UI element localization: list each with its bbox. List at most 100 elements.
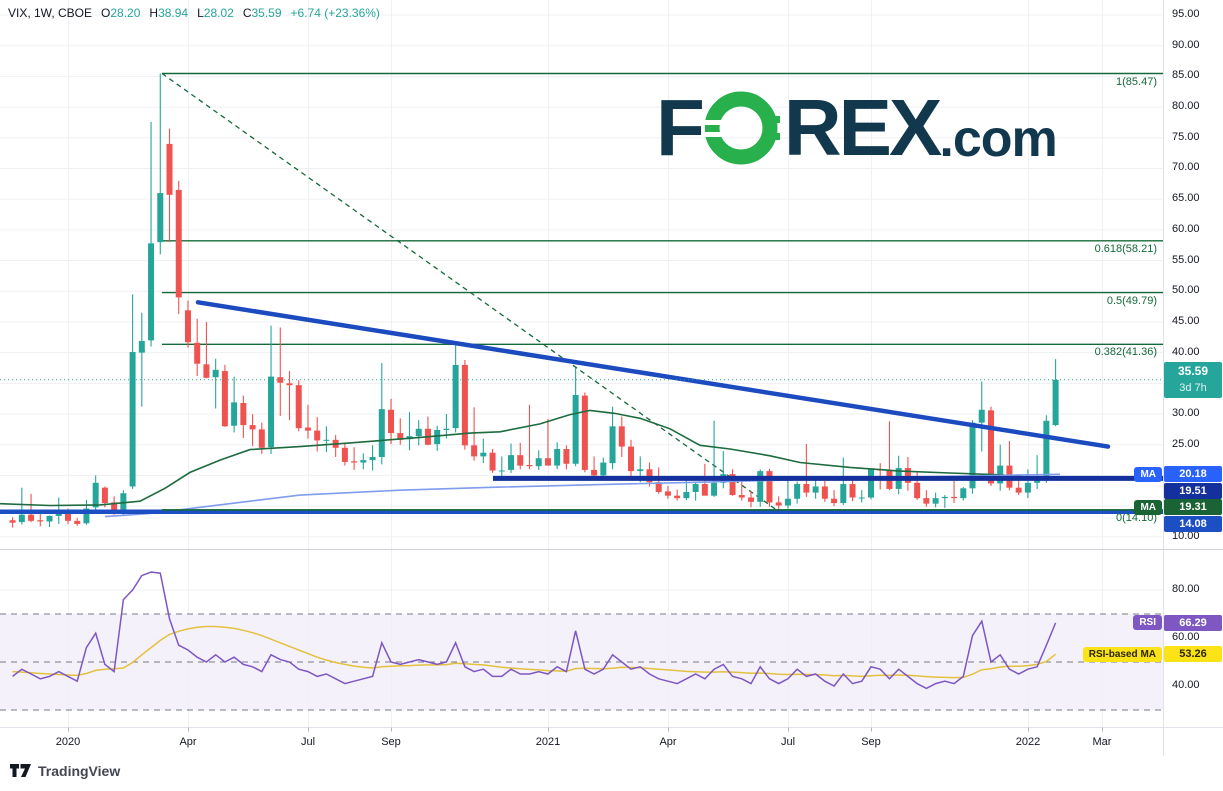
tradingview-attribution[interactable]: TradingView xyxy=(10,763,120,779)
candle[interactable] xyxy=(203,321,210,379)
candle[interactable] xyxy=(415,420,422,446)
candle[interactable] xyxy=(812,477,819,499)
candle[interactable] xyxy=(194,318,201,376)
candle[interactable] xyxy=(148,121,155,347)
candle[interactable] xyxy=(480,438,487,464)
candle[interactable] xyxy=(729,469,736,496)
candle[interactable] xyxy=(923,490,930,507)
candle[interactable] xyxy=(221,364,228,427)
candle[interactable] xyxy=(840,457,847,505)
candle[interactable] xyxy=(720,450,727,489)
candle[interactable] xyxy=(895,455,902,495)
candle[interactable] xyxy=(314,417,321,452)
ma-pill[interactable]: MA xyxy=(1134,499,1162,515)
candle[interactable] xyxy=(674,489,681,501)
candle[interactable] xyxy=(628,439,635,477)
candle[interactable] xyxy=(434,425,441,451)
candle[interactable] xyxy=(544,418,551,466)
candle[interactable] xyxy=(175,180,182,314)
candle[interactable] xyxy=(489,449,496,473)
candle[interactable] xyxy=(581,392,588,473)
candle[interactable] xyxy=(849,480,856,502)
candle[interactable] xyxy=(784,476,791,509)
candle[interactable] xyxy=(1052,359,1059,427)
candle[interactable] xyxy=(831,490,838,507)
candle[interactable] xyxy=(766,468,773,507)
ma-green-line[interactable] xyxy=(0,409,1061,507)
candle[interactable] xyxy=(803,444,810,497)
candle[interactable] xyxy=(609,406,616,470)
candle[interactable] xyxy=(332,434,339,458)
candle[interactable] xyxy=(360,453,367,470)
candle[interactable] xyxy=(498,456,505,477)
candle[interactable] xyxy=(997,444,1004,491)
candle[interactable] xyxy=(969,420,976,494)
candle[interactable] xyxy=(858,490,865,503)
candle[interactable] xyxy=(738,481,745,501)
candle[interactable] xyxy=(212,358,219,409)
candle[interactable] xyxy=(692,481,699,501)
candle[interactable] xyxy=(591,456,598,478)
candle[interactable] xyxy=(664,485,671,499)
candle[interactable] xyxy=(951,480,958,504)
candle[interactable] xyxy=(231,376,238,433)
candle[interactable] xyxy=(452,345,459,433)
candle[interactable] xyxy=(157,73,164,255)
candle[interactable] xyxy=(351,447,358,470)
candle[interactable] xyxy=(535,450,542,470)
candle[interactable] xyxy=(9,517,16,528)
candle[interactable] xyxy=(711,420,718,497)
candle[interactable] xyxy=(821,480,828,502)
symbol-title[interactable]: VIX, 1W, CBOE xyxy=(8,6,93,20)
candle[interactable] xyxy=(378,363,385,465)
candle[interactable] xyxy=(748,490,754,508)
candle[interactable] xyxy=(129,294,136,489)
candle[interactable] xyxy=(941,495,948,508)
candle[interactable] xyxy=(978,381,985,452)
candle[interactable] xyxy=(904,457,911,491)
candle[interactable] xyxy=(74,517,81,526)
candle[interactable] xyxy=(323,426,330,453)
rsi-pill[interactable]: RSI-based MA xyxy=(1082,646,1162,662)
candle[interactable] xyxy=(295,380,302,432)
candle[interactable] xyxy=(388,398,395,445)
candle[interactable] xyxy=(757,469,764,507)
candle[interactable] xyxy=(932,492,939,508)
candle[interactable] xyxy=(563,445,570,470)
candlestick-series[interactable] xyxy=(9,73,1059,528)
candle[interactable] xyxy=(341,443,348,466)
candle[interactable] xyxy=(397,418,404,445)
candle[interactable] xyxy=(471,407,478,461)
candle[interactable] xyxy=(867,469,874,500)
rsi-ma-line[interactable] xyxy=(12,625,1057,679)
candle[interactable] xyxy=(461,360,468,450)
candle[interactable] xyxy=(304,404,311,439)
candle[interactable] xyxy=(1006,441,1013,491)
trendline[interactable] xyxy=(195,300,1111,449)
candle[interactable] xyxy=(424,416,431,446)
candle[interactable] xyxy=(554,442,561,470)
candle[interactable] xyxy=(1024,469,1031,499)
candle[interactable] xyxy=(138,312,145,407)
candle[interactable] xyxy=(286,371,293,421)
candle[interactable] xyxy=(508,443,515,473)
candle[interactable] xyxy=(18,487,25,525)
candle[interactable] xyxy=(28,493,35,523)
candle[interactable] xyxy=(646,462,653,487)
candle[interactable] xyxy=(37,512,44,527)
candle[interactable] xyxy=(775,496,782,512)
candle[interactable] xyxy=(240,395,247,438)
rsi-pill[interactable]: RSI xyxy=(1133,615,1162,631)
candle[interactable] xyxy=(268,325,275,454)
candle[interactable] xyxy=(249,414,256,446)
candle[interactable] xyxy=(987,406,994,486)
chart-canvas[interactable] xyxy=(0,0,1223,756)
ma-pill[interactable]: MA xyxy=(1134,466,1162,482)
candle[interactable] xyxy=(1034,455,1041,489)
symbol-header[interactable]: VIX, 1W, CBOE O28.20 H38.94 L28.02 C35.5… xyxy=(8,6,380,20)
candle[interactable] xyxy=(184,300,191,348)
candle[interactable] xyxy=(794,481,801,504)
candle[interactable] xyxy=(369,445,376,471)
candle[interactable] xyxy=(277,327,284,416)
candle[interactable] xyxy=(572,367,579,467)
